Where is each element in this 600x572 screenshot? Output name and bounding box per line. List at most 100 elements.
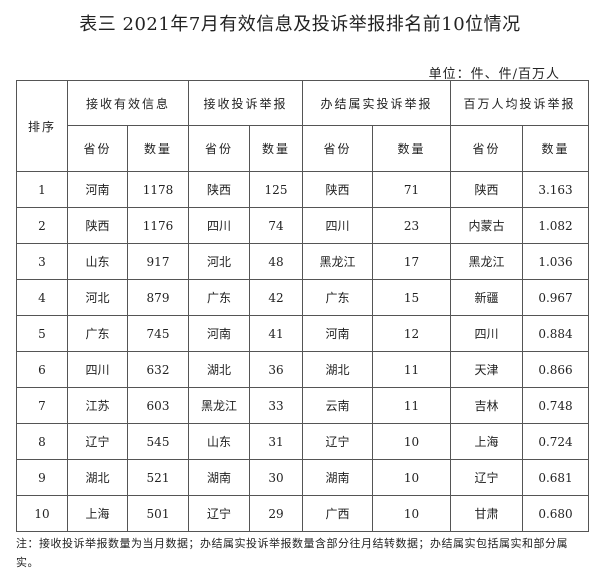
unit-label: 单位：件、件/百万人 bbox=[428, 67, 560, 82]
province-cell: 四川 bbox=[188, 207, 250, 244]
province-cell: 湖北 bbox=[188, 351, 250, 388]
province-cell: 甘肃 bbox=[450, 495, 523, 532]
province-cell: 上海 bbox=[67, 495, 128, 532]
rank-cell: 5 bbox=[16, 315, 68, 352]
count-cell: 917 bbox=[127, 243, 189, 280]
province-cell: 湖南 bbox=[302, 459, 373, 496]
count-cell: 125 bbox=[249, 171, 303, 208]
header-rank: 排序 bbox=[16, 80, 68, 172]
province-cell: 辽宁 bbox=[188, 495, 250, 532]
header-count: 数量 bbox=[522, 125, 589, 172]
province-cell: 广西 bbox=[302, 495, 373, 532]
province-cell: 湖北 bbox=[302, 351, 373, 388]
header-group: 百万人均投诉举报 bbox=[450, 80, 589, 126]
header-count: 数量 bbox=[127, 125, 189, 172]
province-cell: 陕西 bbox=[188, 171, 250, 208]
count-cell: 31 bbox=[249, 423, 303, 460]
count-cell: 1.082 bbox=[522, 207, 589, 244]
province-cell: 辽宁 bbox=[450, 459, 523, 496]
count-cell: 1178 bbox=[127, 171, 189, 208]
province-cell: 天津 bbox=[450, 351, 523, 388]
table-row: 10 上海 501 辽宁 29 广西 10 甘肃 0.680 bbox=[16, 495, 589, 532]
document-title: 表三 2021年7月有效信息及投诉举报排名前10位情况 bbox=[79, 14, 521, 35]
rank-cell: 4 bbox=[16, 279, 68, 316]
count-cell: 30 bbox=[249, 459, 303, 496]
table-row: 8 辽宁 545 山东 31 辽宁 10 上海 0.724 bbox=[16, 423, 589, 460]
province-cell: 黑龙江 bbox=[302, 243, 373, 280]
header-province: 省份 bbox=[188, 125, 250, 172]
province-cell: 广东 bbox=[302, 279, 373, 316]
province-cell: 河北 bbox=[188, 243, 250, 280]
table-row: 2 陕西 1176 四川 74 四川 23 内蒙古 1.082 bbox=[16, 207, 589, 244]
count-cell: 632 bbox=[127, 351, 189, 388]
province-cell: 云南 bbox=[302, 387, 373, 424]
province-cell: 河南 bbox=[188, 315, 250, 352]
province-cell: 河南 bbox=[302, 315, 373, 352]
rank-cell: 1 bbox=[16, 171, 68, 208]
header-province: 省份 bbox=[450, 125, 523, 172]
province-cell: 陕西 bbox=[67, 207, 128, 244]
count-cell: 12 bbox=[372, 315, 451, 352]
count-cell: 48 bbox=[249, 243, 303, 280]
count-cell: 17 bbox=[372, 243, 451, 280]
count-cell: 1176 bbox=[127, 207, 189, 244]
province-cell: 广东 bbox=[67, 315, 128, 352]
count-cell: 10 bbox=[372, 495, 451, 532]
table-row: 9 湖北 521 湖南 30 湖南 10 辽宁 0.681 bbox=[16, 459, 589, 496]
rank-cell: 8 bbox=[16, 423, 68, 460]
province-cell: 陕西 bbox=[302, 171, 373, 208]
count-cell: 71 bbox=[372, 171, 451, 208]
count-cell: 501 bbox=[127, 495, 189, 532]
header-province: 省份 bbox=[67, 125, 128, 172]
count-cell: 36 bbox=[249, 351, 303, 388]
province-cell: 河北 bbox=[67, 279, 128, 316]
rank-cell: 7 bbox=[16, 387, 68, 424]
count-cell: 10 bbox=[372, 423, 451, 460]
count-cell: 745 bbox=[127, 315, 189, 352]
rank-cell: 2 bbox=[16, 207, 68, 244]
table-row: 7 江苏 603 黑龙江 33 云南 11 吉林 0.748 bbox=[16, 387, 589, 424]
rank-cell: 6 bbox=[16, 351, 68, 388]
province-cell: 辽宁 bbox=[302, 423, 373, 460]
count-cell: 0.884 bbox=[522, 315, 589, 352]
count-cell: 0.748 bbox=[522, 387, 589, 424]
table-row: 5 广东 745 河南 41 河南 12 四川 0.884 bbox=[16, 315, 589, 352]
province-cell: 山东 bbox=[67, 243, 128, 280]
count-cell: 0.724 bbox=[522, 423, 589, 460]
province-cell: 内蒙古 bbox=[450, 207, 523, 244]
count-cell: 10 bbox=[372, 459, 451, 496]
count-cell: 15 bbox=[372, 279, 451, 316]
count-cell: 11 bbox=[372, 351, 451, 388]
province-cell: 上海 bbox=[450, 423, 523, 460]
province-cell: 湖北 bbox=[67, 459, 128, 496]
count-cell: 42 bbox=[249, 279, 303, 316]
count-cell: 0.681 bbox=[522, 459, 589, 496]
count-cell: 0.866 bbox=[522, 351, 589, 388]
header-province: 省份 bbox=[302, 125, 373, 172]
province-cell: 山东 bbox=[188, 423, 250, 460]
count-cell: 545 bbox=[127, 423, 189, 460]
count-cell: 0.680 bbox=[522, 495, 589, 532]
count-cell: 879 bbox=[127, 279, 189, 316]
province-cell: 湖南 bbox=[188, 459, 250, 496]
count-cell: 41 bbox=[249, 315, 303, 352]
count-cell: 74 bbox=[249, 207, 303, 244]
table-row: 4 河北 879 广东 42 广东 15 新疆 0.967 bbox=[16, 279, 589, 316]
province-cell: 河南 bbox=[67, 171, 128, 208]
count-cell: 29 bbox=[249, 495, 303, 532]
table-row: 6 四川 632 湖北 36 湖北 11 天津 0.866 bbox=[16, 351, 589, 388]
province-cell: 黑龙江 bbox=[188, 387, 250, 424]
province-cell: 四川 bbox=[302, 207, 373, 244]
rank-cell: 9 bbox=[16, 459, 68, 496]
count-cell: 33 bbox=[249, 387, 303, 424]
province-cell: 广东 bbox=[188, 279, 250, 316]
province-cell: 吉林 bbox=[450, 387, 523, 424]
header-count: 数量 bbox=[249, 125, 303, 172]
table-row: 3 山东 917 河北 48 黑龙江 17 黑龙江 1.036 bbox=[16, 243, 589, 280]
province-cell: 陕西 bbox=[450, 171, 523, 208]
header-count: 数量 bbox=[372, 125, 451, 172]
count-cell: 23 bbox=[372, 207, 451, 244]
province-cell: 新疆 bbox=[450, 279, 523, 316]
count-cell: 603 bbox=[127, 387, 189, 424]
count-cell: 0.967 bbox=[522, 279, 589, 316]
